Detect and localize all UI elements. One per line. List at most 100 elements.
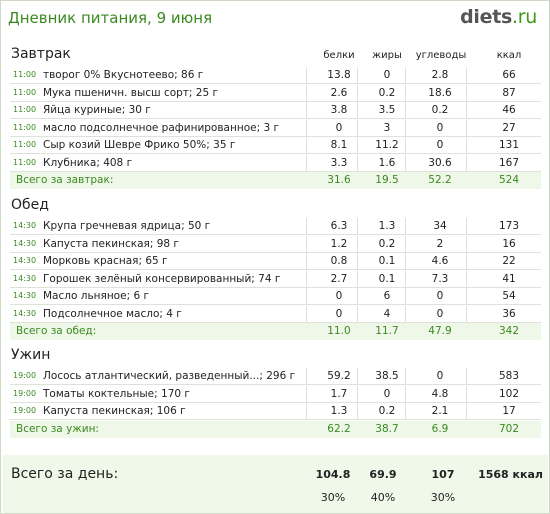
food-row[interactable]: 11:00 Сыр козий Шевре Фрико 50%; 35 г 8.1 1…	[10, 137, 541, 154]
meal-title: Обед	[11, 197, 49, 213]
food-time: 14:30	[13, 221, 37, 230]
food-row[interactable]: 14:30 Морковь красная; 65 г 0.8 0.1 4.6 22	[10, 253, 541, 270]
column-divider	[466, 403, 467, 419]
food-row[interactable]: 14:30 Подсолнечное масло; 4 г 0 4 0 36	[10, 305, 541, 323]
food-row[interactable]: 19:00 Лосось атлантический, разведенный..…	[10, 368, 541, 385]
column-divider	[405, 67, 406, 83]
food-protein: 59.2	[327, 370, 351, 382]
food-name: Крупа гречневая ядрица; 50 г	[43, 220, 211, 232]
column-header-fat: жиры	[372, 50, 402, 61]
food-protein: 1.2	[330, 237, 348, 250]
food-row[interactable]: 14:30 Масло льняное; 6 г 0 6 0 54	[10, 288, 541, 305]
column-divider	[466, 368, 467, 384]
column-divider	[405, 235, 406, 252]
column-header-kcal: ккал	[496, 50, 522, 61]
food-fat: 11.2	[375, 139, 399, 151]
column-divider	[466, 385, 467, 402]
meal-total-carbs: 6.9	[431, 422, 449, 435]
column-divider	[306, 218, 307, 234]
column-divider	[466, 270, 467, 287]
food-time: 11:00	[13, 87, 37, 97]
meal-total-label: Всего за завтрак:	[16, 174, 114, 186]
food-carbs: 7.3	[431, 272, 449, 285]
food-carbs: 18.6	[428, 86, 452, 99]
food-fat: 3	[383, 121, 391, 134]
meal-total-kcal: 524	[498, 174, 520, 186]
column-divider	[405, 218, 406, 234]
food-kcal: 66	[502, 69, 516, 81]
column-divider	[357, 84, 358, 101]
food-name: масло подсолнечное рафинированное; 3 г	[43, 121, 279, 134]
food-protein: 0	[335, 307, 343, 320]
day-summary: Всего за день: 104.8 69.9 107 1568 ккал …	[3, 455, 548, 513]
column-divider	[466, 154, 467, 171]
food-fat: 0	[383, 387, 391, 400]
column-divider	[357, 154, 358, 171]
meal-total-label: Всего за обед:	[16, 325, 97, 337]
meal-total-protein: 62.2	[327, 422, 351, 435]
food-time: 14:30	[13, 273, 37, 283]
food-name: Капуста пекинская; 98 г	[43, 237, 179, 250]
column-divider	[306, 403, 307, 419]
food-row[interactable]: 14:30 Горошек зелёный консервированный; 7…	[10, 270, 541, 288]
column-divider	[466, 67, 467, 83]
column-divider	[405, 253, 406, 269]
food-carbs: 0	[436, 139, 444, 151]
food-name: Подсолнечное масло; 4 г	[43, 307, 182, 320]
food-row[interactable]: 11:00 Яйца куриные; 30 г 3.8 3.5 0.2 46	[10, 102, 541, 119]
food-row[interactable]: 11:00 масло подсолнечное рафинированное; …	[10, 119, 541, 137]
food-fat: 1.3	[378, 220, 396, 232]
column-divider	[357, 235, 358, 252]
logo-suffix: .ru	[512, 6, 537, 28]
food-carbs: 0	[436, 121, 444, 134]
day-total-label: Всего за день:	[11, 466, 119, 482]
food-row[interactable]: 11:00 Клубника; 408 г 3.3 1.6 30.6 167	[10, 154, 541, 172]
column-divider	[466, 137, 467, 153]
food-name: творог 0% Вкуснотеево; 86 г	[43, 69, 204, 81]
food-name: Капуста пекинская; 106 г	[43, 405, 186, 417]
food-carbs: 0.2	[431, 104, 449, 116]
food-row[interactable]: 19:00 Томаты коктельные; 170 г 1.7 0 4.8 102	[10, 385, 541, 403]
food-row[interactable]: 11:00 Мука пшеничн. высш сорт; 25 г 2.6 0.2…	[10, 84, 541, 102]
column-divider	[306, 235, 307, 252]
food-row[interactable]: 14:30 Капуста пекинская; 98 г 1.2 0.2 2 16	[10, 235, 541, 253]
column-divider	[466, 84, 467, 101]
food-protein: 0	[335, 290, 343, 302]
food-name: Яйца куриные; 30 г	[43, 104, 151, 116]
food-kcal: 16	[502, 237, 516, 250]
column-divider	[306, 102, 307, 118]
food-kcal: 167	[498, 156, 520, 169]
food-kcal: 36	[502, 307, 516, 320]
day-percent-fat: 40%	[370, 491, 396, 504]
food-carbs: 0	[436, 307, 444, 320]
column-divider	[466, 218, 467, 234]
food-time: 14:30	[13, 256, 37, 265]
food-name: Морковь красная; 65 г	[43, 255, 168, 267]
food-carbs: 34	[433, 220, 447, 232]
diets-logo[interactable]: diets.ru	[460, 6, 537, 28]
meal-total-row: Всего за обед: 11.0 11.7 47.9 342	[10, 323, 541, 340]
food-protein: 3.3	[330, 156, 348, 169]
food-time: 11:00	[13, 122, 37, 132]
food-fat: 38.5	[375, 370, 399, 382]
food-time: 19:00	[13, 371, 37, 380]
column-divider	[357, 385, 358, 402]
meal-title: Завтрак	[11, 46, 71, 62]
column-divider	[466, 305, 467, 322]
page-title: Дневник питания, 9 июня	[8, 9, 213, 27]
food-protein: 1.3	[330, 405, 348, 417]
food-row[interactable]: 14:30 Крупа гречневая ядрица; 50 г 6.3 1.3 3…	[10, 218, 541, 235]
column-divider	[357, 218, 358, 234]
food-kcal: 102	[498, 387, 520, 400]
food-time: 19:00	[13, 388, 37, 398]
column-divider	[466, 288, 467, 304]
food-kcal: 46	[502, 104, 516, 116]
food-row[interactable]: 11:00 творог 0% Вкуснотеево; 86 г 13.8 0 2.8…	[10, 67, 541, 84]
column-divider	[357, 368, 358, 384]
food-carbs: 2.8	[431, 69, 449, 81]
day-total-fat: 69.9	[369, 468, 397, 481]
food-row[interactable]: 19:00 Капуста пекинская; 106 г 1.3 0.2 2.1 17	[10, 403, 541, 420]
food-protein: 0	[335, 121, 343, 134]
column-divider	[466, 253, 467, 269]
food-kcal: 583	[498, 370, 520, 382]
